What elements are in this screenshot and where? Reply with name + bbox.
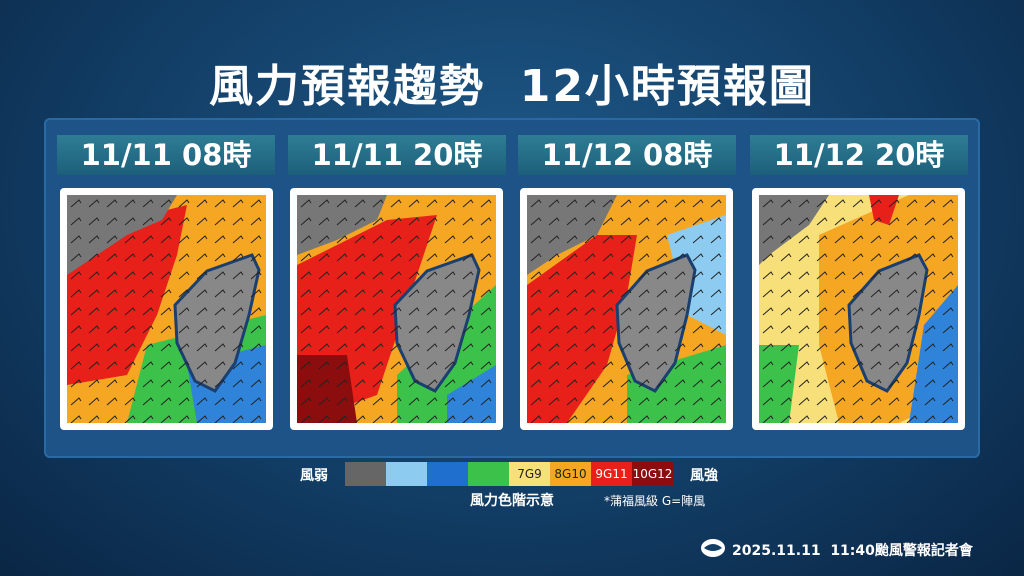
- legend-swatch: 8G10: [550, 462, 591, 486]
- legend-swatch: 10G12: [632, 462, 673, 486]
- wind-map: [752, 188, 965, 430]
- map-image: [759, 195, 958, 423]
- wind-map: [520, 188, 733, 430]
- logo: [701, 539, 725, 557]
- panel-label: 11/11 20時: [288, 135, 506, 175]
- legend-swatch: 7G9: [509, 462, 550, 486]
- panel-label: 11/12 08時: [518, 135, 736, 175]
- map-image: [527, 195, 726, 423]
- legend-strong: 風強: [690, 468, 718, 484]
- legend-swatch: [468, 462, 509, 486]
- map-image: [67, 195, 266, 423]
- legend-weak: 風弱: [300, 468, 328, 484]
- wind-map: [60, 188, 273, 430]
- legend-swatch: 9G11: [591, 462, 632, 486]
- panel-label: 11/11 08時: [57, 135, 275, 175]
- panel-label: 11/12 20時: [750, 135, 968, 175]
- legend-swatch: [386, 462, 427, 486]
- map-image: [297, 195, 496, 423]
- legend-note: *蒲福風級 G=陣風: [604, 494, 706, 508]
- footer: 2025.11.11 11:40颱風警報記者會: [732, 543, 973, 559]
- legend-swatch: [427, 462, 468, 486]
- wind-map: [290, 188, 503, 430]
- title: 風力預報趨勢 12小時預報圖: [209, 61, 815, 112]
- legend-caption: 風力色階示意: [470, 493, 554, 509]
- legend-swatch: [345, 462, 386, 486]
